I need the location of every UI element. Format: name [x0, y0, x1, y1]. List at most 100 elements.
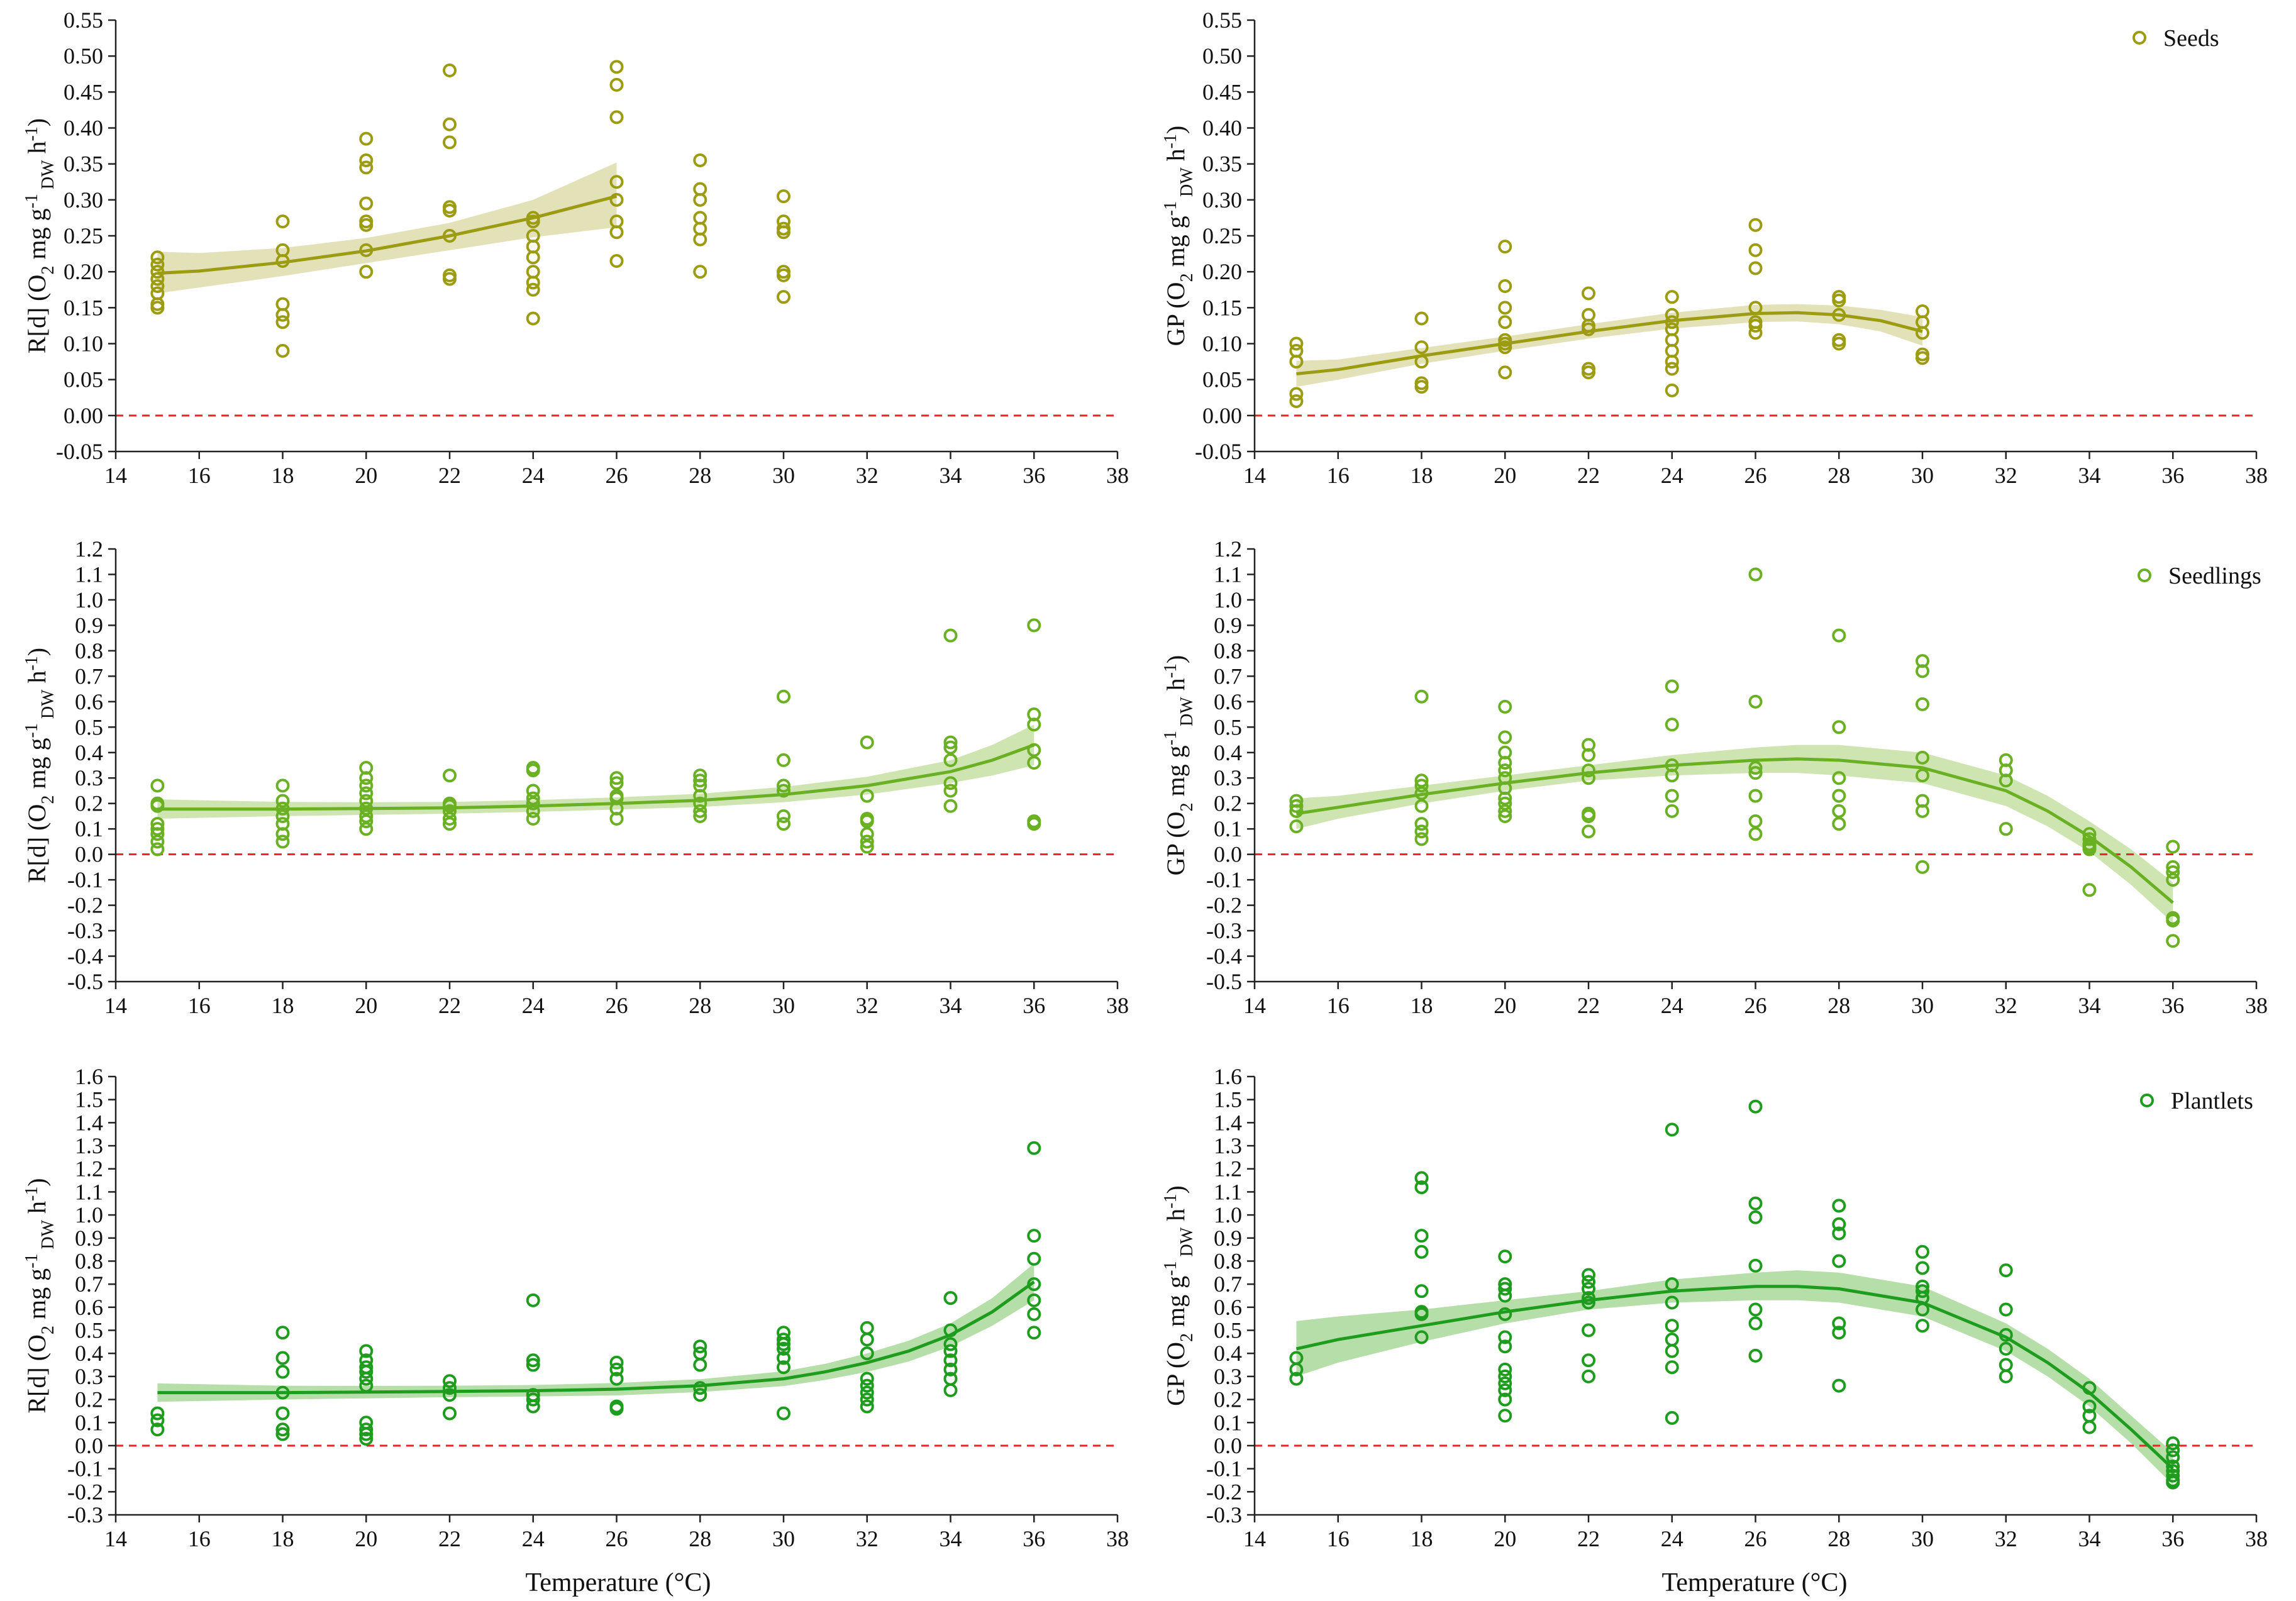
data-point [359, 1427, 374, 1441]
y-tick-label: -0.1 [67, 1456, 103, 1482]
x-tick-label: 18 [1411, 463, 1433, 488]
y-tick-label: 1.2 [1214, 1156, 1242, 1182]
data-point [275, 778, 290, 793]
data-point [2082, 1399, 2097, 1414]
y-tick-label: 0.7 [1214, 663, 1242, 689]
data-point [526, 1293, 540, 1307]
data-point [150, 301, 165, 315]
data-point [1665, 355, 1679, 369]
x-tick-label: 30 [1911, 463, 1934, 488]
data-point [943, 1353, 958, 1368]
data-point [275, 1365, 290, 1379]
y-tick-label: 0.0 [75, 1433, 103, 1458]
data-point [693, 1358, 707, 1372]
data-point [1665, 1295, 1679, 1310]
data-point [359, 814, 374, 829]
data-point [1916, 1261, 1929, 1275]
y-tick-label: 0.40 [1202, 116, 1242, 141]
x-tick-label: 22 [438, 993, 461, 1018]
x-tick-label: 36 [1023, 993, 1045, 1018]
data-point [1748, 789, 1763, 803]
data-point [150, 834, 165, 849]
data-point [609, 60, 624, 74]
data-point [359, 809, 374, 823]
y-tick-label: 1.0 [75, 587, 103, 612]
y-tick-label: 0.2 [75, 791, 103, 816]
data-point [1665, 1277, 1679, 1292]
data-point [1832, 1199, 1846, 1213]
data-point [526, 282, 540, 297]
y-tick-label: 1.1 [75, 562, 103, 587]
data-point [359, 778, 374, 793]
data-point [693, 1339, 707, 1354]
data-point [359, 131, 374, 146]
legend-marker [2138, 568, 2151, 582]
data-point [526, 311, 540, 326]
y-tick-label: 1.3 [75, 1133, 103, 1158]
confidence-band [1296, 304, 1922, 387]
data-point [1498, 699, 1512, 714]
data-point [275, 1406, 290, 1421]
data-point [1027, 817, 1041, 831]
x-tick-label: 34 [940, 993, 962, 1018]
y-tick-label: 0.3 [1214, 1364, 1242, 1389]
y-tick-label: 0.4 [75, 740, 103, 765]
y-tick-label: 0.15 [64, 295, 103, 320]
data-point [443, 768, 457, 783]
data-point [1916, 1244, 1929, 1259]
data-point [1582, 1369, 1595, 1383]
y-tick-label: -0.1 [1206, 867, 1242, 892]
data-point [526, 1399, 540, 1414]
y-tick-label: 0.2 [1214, 791, 1242, 816]
y-axis-title: R[d] (O2 mg g-1 DW h-1) [22, 1178, 58, 1413]
data-point [1832, 1254, 1846, 1268]
data-point [1498, 340, 1512, 355]
x-tick-label: 24 [522, 993, 545, 1018]
data-point [1498, 315, 1512, 330]
data-point [609, 110, 624, 125]
data-point [1289, 799, 1304, 813]
data-point [1832, 307, 1846, 322]
data-point [777, 189, 790, 204]
y-tick-label: 0.3 [1214, 765, 1242, 790]
data-point [1748, 318, 1763, 333]
x-tick-label: 28 [689, 463, 711, 488]
y-tick-label: 0.20 [1202, 259, 1242, 284]
data-point [150, 250, 165, 265]
y-tick-label: 0.5 [75, 714, 103, 740]
data-point [2166, 1436, 2180, 1451]
data-point [1289, 1362, 1304, 1377]
y-tick-label: 1.2 [75, 1156, 103, 1182]
data-point [1832, 336, 1846, 351]
data-point [943, 735, 958, 750]
data-point [1665, 804, 1679, 818]
x-tick-label: 16 [188, 463, 211, 488]
y-tick-label: 1.3 [1214, 1133, 1242, 1158]
data-point [443, 799, 457, 813]
data-point [359, 196, 374, 211]
data-point [1498, 1383, 1512, 1397]
data-point [1748, 218, 1763, 232]
fit-line [157, 194, 618, 275]
y-tick-label: -0.3 [1206, 918, 1242, 943]
data-point [275, 827, 290, 841]
data-point [609, 1402, 624, 1416]
x-tick-label: 14 [104, 1526, 127, 1551]
y-tick-label: -0.2 [67, 893, 103, 918]
x-tick-label: 30 [772, 993, 795, 1018]
data-point [150, 1422, 165, 1437]
data-point [526, 250, 540, 265]
data-point [1832, 293, 1846, 307]
data-point [1414, 778, 1429, 793]
x-tick-label: 20 [1494, 993, 1516, 1018]
data-point [693, 804, 707, 818]
data-point [693, 789, 707, 803]
data-point [1027, 717, 1041, 732]
data-point [1582, 748, 1595, 762]
y-tick-label: 0.3 [75, 765, 103, 790]
x-tick-label: 16 [188, 1526, 211, 1551]
data-point [860, 1346, 874, 1361]
data-point [1027, 618, 1041, 633]
x-tick-label: 18 [272, 463, 294, 488]
y-tick-label: 1.6 [75, 1064, 103, 1089]
